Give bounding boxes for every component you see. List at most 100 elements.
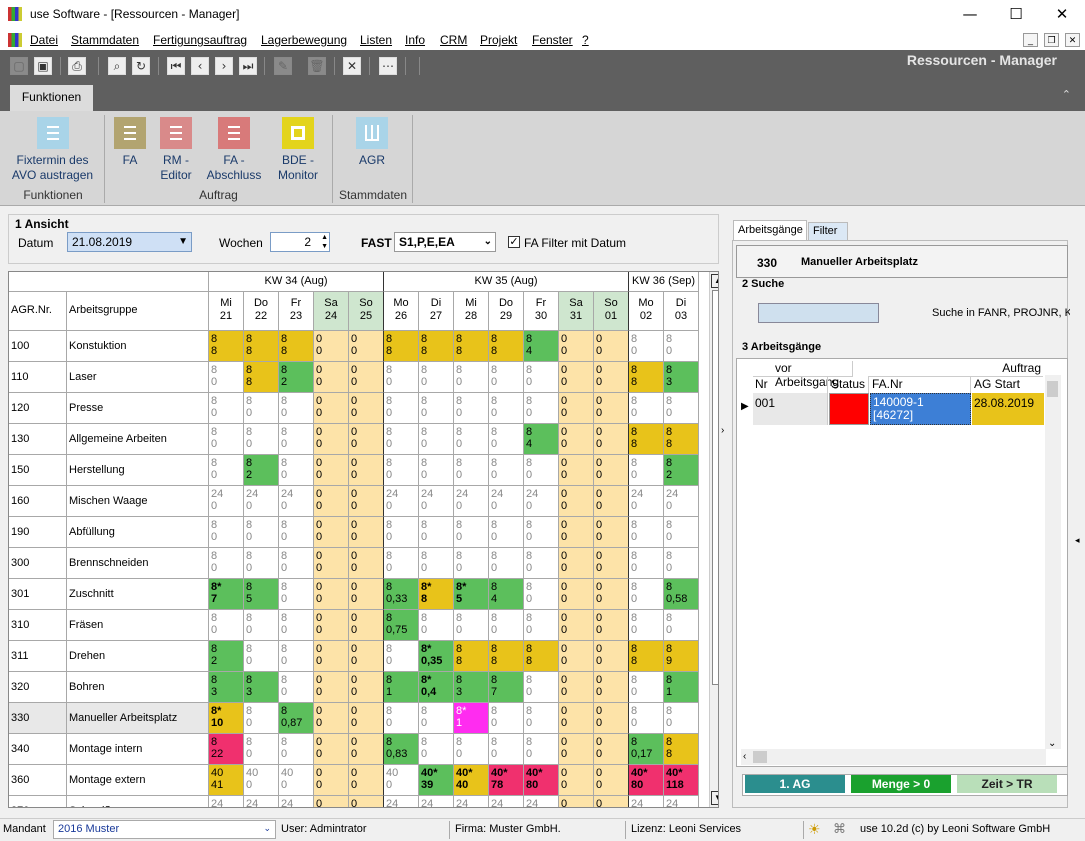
menu-lagerbewegung[interactable]: Lagerbewegung xyxy=(261,33,348,47)
arbeitsgruppe-cell[interactable]: Mischen Waage xyxy=(67,486,209,517)
search-input[interactable] xyxy=(758,303,879,323)
close-button[interactable]: ✕ xyxy=(1055,5,1069,23)
new-icon[interactable]: ▢ xyxy=(10,57,28,75)
fa-button[interactable]: FA xyxy=(110,111,150,168)
wochen-stepper[interactable]: 2 ▲ ▼ xyxy=(270,232,330,252)
menge-button[interactable]: Menge > 0 xyxy=(851,775,951,793)
fixtermin-button[interactable]: Fixtermin des AVO austragen xyxy=(10,111,95,183)
arbeitsgruppe-cell[interactable]: Bohren xyxy=(67,672,209,703)
network-icon[interactable]: ⌘ xyxy=(833,821,846,836)
collapse-ribbon-icon[interactable]: ⌃ xyxy=(1061,89,1071,101)
app-menu-icon[interactable] xyxy=(8,33,22,47)
day-header[interactable]: Do 22 xyxy=(244,292,279,331)
arbeitsgruppe-cell[interactable]: Brennschneiden xyxy=(67,548,209,579)
capacity-cell[interactable]: 240 xyxy=(489,796,524,807)
col-nr[interactable]: Nr xyxy=(753,377,828,393)
spin-icon[interactable]: ▲ ▼ xyxy=(321,234,328,250)
mdi-minimize-icon[interactable]: _ xyxy=(1023,33,1038,47)
zeit-button[interactable]: Zeit > TR xyxy=(957,775,1057,793)
capacity-cell[interactable]: 00 xyxy=(594,796,629,807)
arbeitsgruppe-cell[interactable]: Zuschnitt xyxy=(67,579,209,610)
ag-hscroll[interactable]: ‹ xyxy=(741,749,1046,765)
capacity-cell[interactable]: 8 0,75 xyxy=(384,610,419,641)
bde-monitor-button[interactable]: BDE - Monitor xyxy=(272,111,324,183)
agr-nr-cell[interactable]: 320 xyxy=(9,672,67,703)
mdi-close-icon[interactable]: ✕ xyxy=(1065,33,1080,47)
agr-nr-cell[interactable]: 130 xyxy=(9,424,67,455)
fa-abschluss-button[interactable]: FA - Abschluss xyxy=(205,111,263,183)
agr-nr-cell[interactable]: 160 xyxy=(9,486,67,517)
capacity-cell[interactable]: 240 xyxy=(664,796,699,807)
last-record-icon[interactable]: ⏭ xyxy=(239,57,257,75)
col-arbeitsgruppe[interactable]: Arbeitsgruppe xyxy=(67,292,209,331)
capacity-cell[interactable]: 240 xyxy=(454,796,489,807)
capacity-cell[interactable]: 40 0 xyxy=(279,765,314,796)
ag-vscroll[interactable]: ⌄ xyxy=(1045,375,1061,749)
agr-nr-cell[interactable]: 340 xyxy=(9,734,67,765)
scroll-up-icon[interactable]: ▲ xyxy=(711,274,718,288)
right-splitter-icon[interactable]: ◂ xyxy=(1075,535,1080,545)
rm-editor-button[interactable]: RM - Editor xyxy=(156,111,196,183)
menu-projekt[interactable]: Projekt xyxy=(480,33,518,47)
agr-nr-cell[interactable]: 301 xyxy=(9,579,67,610)
capacity-cell[interactable]: 8* 10 xyxy=(209,703,244,734)
status-cell[interactable] xyxy=(829,393,869,425)
capacity-cell[interactable]: 240 xyxy=(279,796,314,807)
